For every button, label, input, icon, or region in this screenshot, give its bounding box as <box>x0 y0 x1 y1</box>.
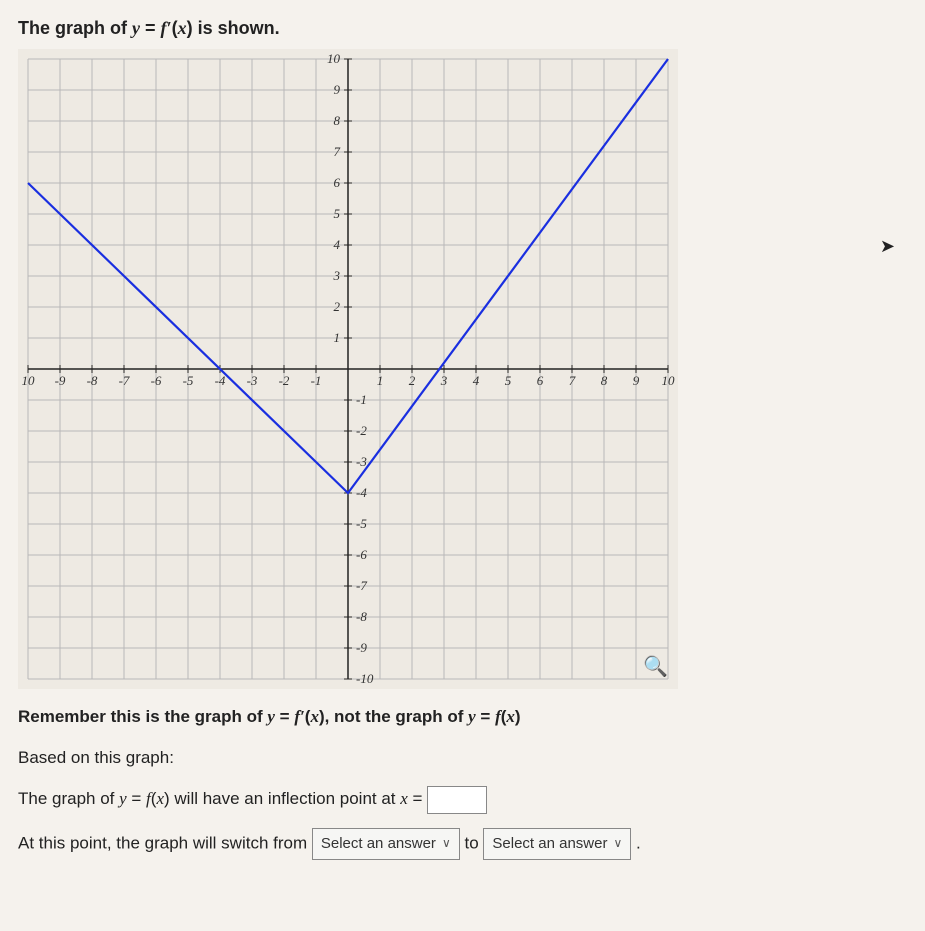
inflection-x-input[interactable] <box>427 786 487 814</box>
switch-from-select[interactable]: Select an answer ∨ <box>312 828 460 860</box>
svg-text:-1: -1 <box>311 373 322 388</box>
svg-text:-6: -6 <box>151 373 162 388</box>
reminder-text: Remember this is the graph of y = f′(x),… <box>18 703 907 730</box>
svg-text:4: 4 <box>334 237 341 252</box>
select-placeholder-2: Select an answer <box>492 832 607 856</box>
svg-text:9: 9 <box>633 373 640 388</box>
svg-text:9: 9 <box>334 82 341 97</box>
svg-text:8: 8 <box>601 373 608 388</box>
select-placeholder-1: Select an answer <box>321 832 436 856</box>
question-switch: At this point, the graph will switch fro… <box>18 828 907 860</box>
magnify-icon[interactable]: 🔍 <box>643 654 668 679</box>
chevron-down-icon: ∨ <box>442 834 451 853</box>
svg-text:-8: -8 <box>356 609 367 624</box>
svg-text:5: 5 <box>505 373 512 388</box>
svg-text:7: 7 <box>569 373 576 388</box>
svg-text:-7: -7 <box>356 578 367 593</box>
q2-suffix: . <box>636 833 641 852</box>
svg-text:-4: -4 <box>356 485 367 500</box>
svg-text:1: 1 <box>377 373 384 388</box>
svg-text:-10: -10 <box>356 671 374 686</box>
svg-text:-2: -2 <box>279 373 290 388</box>
svg-text:-3: -3 <box>247 373 258 388</box>
question-inflection: The graph of y = f(x) will have an infle… <box>18 785 907 814</box>
svg-text:5: 5 <box>334 206 341 221</box>
svg-text:8: 8 <box>334 113 341 128</box>
derivative-graph: 10 -9 -8 -7 -6 -5 -4 -3 -2 -1 1 2 3 4 5 6 7 8 9 10 10 9 8 7 6 5 4 3… <box>18 49 678 689</box>
cursor-icon: ➤ <box>880 236 895 257</box>
svg-text:-6: -6 <box>356 547 367 562</box>
svg-text:1: 1 <box>334 330 341 345</box>
svg-text:-7: -7 <box>119 373 130 388</box>
svg-text:-2: -2 <box>356 423 367 438</box>
svg-text:4: 4 <box>473 373 480 388</box>
svg-text:-8: -8 <box>87 373 98 388</box>
svg-text:10: 10 <box>327 51 341 66</box>
prompt-text: The graph of y = f′(x) is shown. <box>18 18 907 39</box>
svg-text:-3: -3 <box>356 454 367 469</box>
svg-text:-5: -5 <box>183 373 194 388</box>
chart-container: 10 -9 -8 -7 -6 -5 -4 -3 -2 -1 1 2 3 4 5 6 7 8 9 10 10 9 8 7 6 5 4 3… <box>18 49 678 689</box>
q2-mid: to <box>464 833 478 852</box>
svg-text:2: 2 <box>334 299 341 314</box>
svg-text:2: 2 <box>409 373 416 388</box>
svg-text:10: 10 <box>662 373 676 388</box>
q1-text: The graph of y = f(x) will have an infle… <box>18 789 422 808</box>
based-on-text: Based on this graph: <box>18 744 907 771</box>
chevron-down-icon: ∨ <box>613 834 622 853</box>
svg-text:6: 6 <box>537 373 544 388</box>
switch-to-select[interactable]: Select an answer ∨ <box>483 828 631 860</box>
svg-text:7: 7 <box>334 144 341 159</box>
svg-text:-5: -5 <box>356 516 367 531</box>
svg-text:3: 3 <box>333 268 341 283</box>
svg-text:-9: -9 <box>356 640 367 655</box>
svg-text:-4: -4 <box>215 373 226 388</box>
svg-text:6: 6 <box>334 175 341 190</box>
svg-text:-9: -9 <box>55 373 66 388</box>
svg-text:10: 10 <box>22 373 36 388</box>
svg-text:3: 3 <box>440 373 448 388</box>
svg-text:-1: -1 <box>356 392 367 407</box>
q2-prefix: At this point, the graph will switch fro… <box>18 833 307 852</box>
